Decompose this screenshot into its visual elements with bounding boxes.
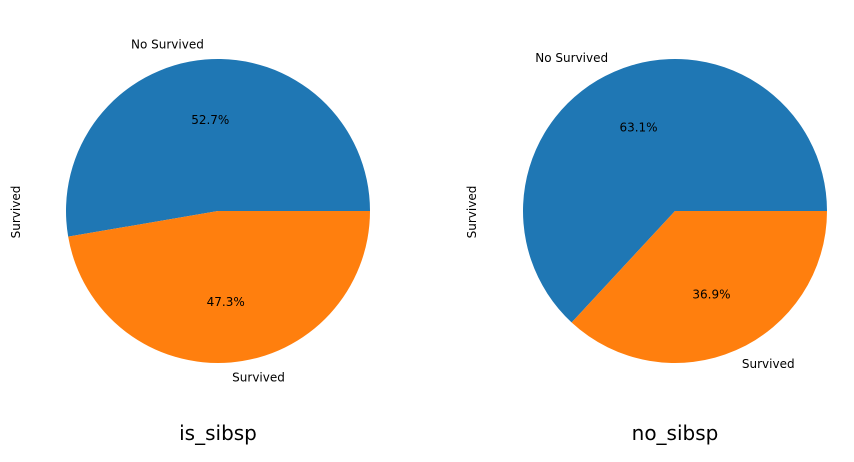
pie-percent-label: 52.7%	[191, 113, 229, 127]
pie-labels: 63.1% No Survived 36.9% Survived	[535, 51, 794, 371]
pie-labels: 52.7% No Survived 47.3% Survived	[131, 37, 285, 384]
pie-slice-no-survived	[66, 58, 371, 237]
pie-slices	[66, 58, 371, 363]
pie-category-label: No Survived	[535, 51, 608, 65]
pie-slices	[523, 59, 827, 363]
y-axis-label: Survived	[465, 186, 479, 239]
pie-category-label: No Survived	[131, 37, 204, 51]
y-axis-label: Survived	[9, 186, 23, 239]
pie-category-label: Survived	[742, 357, 795, 371]
chart-title: no_sibsp	[632, 421, 719, 445]
pie-percent-label: 47.3%	[207, 295, 245, 309]
chart-is-sibsp: 52.7% No Survived 47.3% Survived Survived i…	[9, 37, 371, 445]
pie-percent-label: 63.1%	[619, 120, 657, 134]
pie-slice-no-survived	[523, 59, 827, 323]
pie-slice-survived	[571, 211, 827, 363]
pie-category-label: Survived	[232, 371, 285, 385]
chart-title: is_sibsp	[179, 421, 257, 445]
pie-slice-survived	[68, 211, 371, 363]
pie-percent-label: 36.9%	[692, 288, 730, 302]
chart-no-sibsp: 63.1% No Survived 36.9% Survived Survived n…	[465, 51, 827, 445]
